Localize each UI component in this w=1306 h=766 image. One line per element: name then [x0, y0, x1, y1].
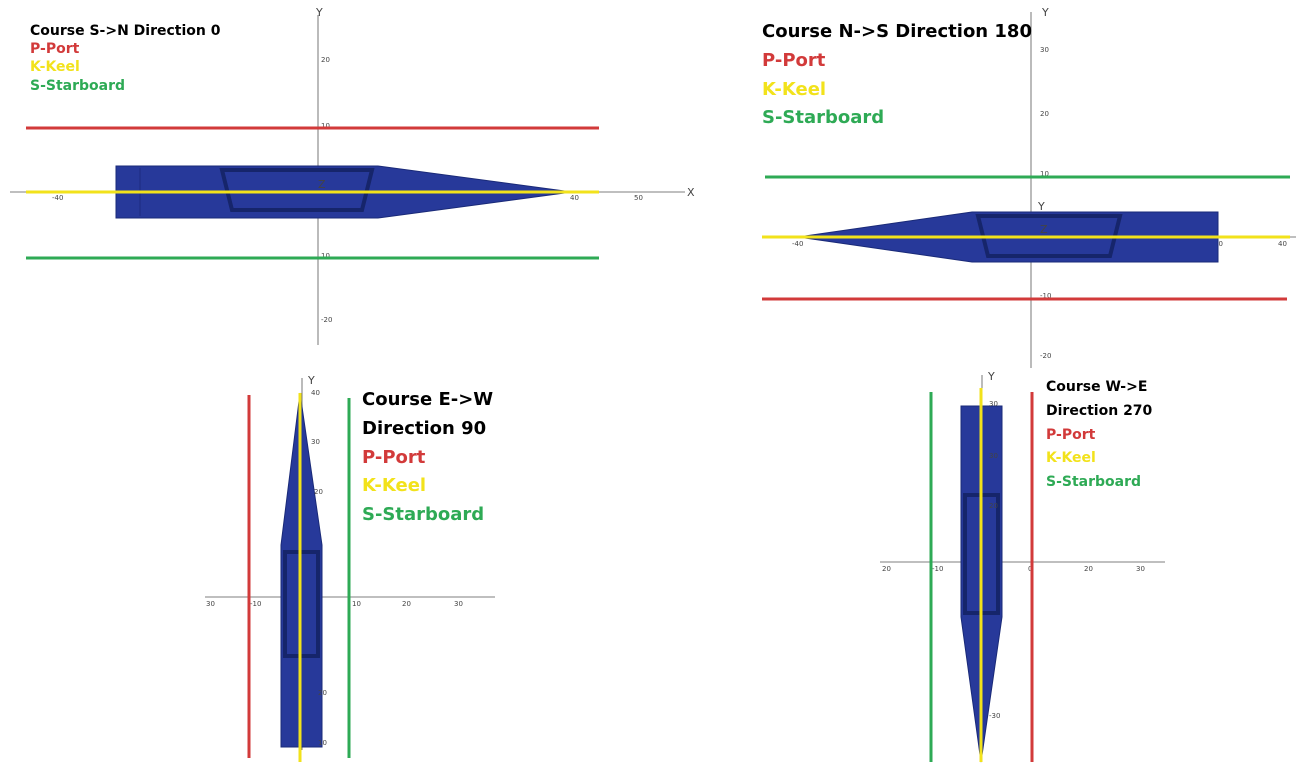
sn-deck — [219, 168, 375, 212]
ew-y-tick: 10 — [318, 739, 327, 747]
ew-keel-label: K-Keel — [362, 475, 427, 497]
we-deck — [963, 493, 1000, 615]
we-x-tick: 30 — [1136, 565, 1145, 573]
we-title-line2: Direction 270 — [1046, 402, 1153, 419]
sn-x-tick: 40 — [570, 194, 579, 202]
ew-y-axis-name: Y — [307, 374, 315, 387]
ns-inner-y-axis-name: Y — [1037, 200, 1045, 213]
ew-deck — [283, 550, 320, 658]
ns-y-tick: 30 — [1040, 46, 1049, 54]
we-x-tick: 20 — [1084, 565, 1093, 573]
we-y-tick: 30 — [989, 452, 998, 460]
ew-y-tick: 30 — [311, 438, 320, 446]
we-x-tick: -10 — [932, 565, 943, 573]
sn-z-axis-name: Z — [318, 178, 326, 191]
we-x-tick: 20 — [882, 565, 891, 573]
we-port-label: P-Port — [1046, 426, 1096, 443]
ns-y-axis-name: Y — [1041, 6, 1049, 19]
panel-ns: Y -40 30 40 30 20 10 -10 -20 Y Z — [762, 6, 1296, 368]
sn-x-axis-name: X — [687, 186, 695, 199]
panel-sn: X Y -40 40 50 20 10 10 -20 Z — [10, 6, 695, 345]
we-y-tick: -30 — [989, 712, 1000, 720]
sn-x-tick: 50 — [634, 194, 643, 202]
ew-title-line1: Course E->W — [362, 389, 494, 410]
ns-y-tick: 10 — [1040, 170, 1049, 178]
sn-keel-label: K-Keel — [30, 59, 80, 76]
we-keel-label: K-Keel — [1046, 450, 1096, 467]
ns-x-tick: 40 — [1278, 240, 1287, 248]
ns-starboard-label: S-Starboard — [762, 107, 885, 129]
ew-x-tick: 30 — [454, 600, 463, 608]
ew-port-label: P-Port — [362, 446, 426, 468]
sn-y-tick: 10 — [321, 122, 330, 130]
ns-x-tick: -40 — [792, 240, 803, 248]
sn-y-tick: 10 — [321, 252, 330, 260]
sn-y-axis-name: Y — [315, 6, 323, 19]
sn-y-tick: 20 — [321, 56, 330, 64]
we-y-axis-name: Y — [987, 370, 995, 383]
we-starboard-label: S-Starboard — [1046, 474, 1142, 491]
we-y-tick: 20 — [989, 502, 998, 510]
ew-title-line2: Direction 90 — [362, 417, 487, 439]
ew-x-tick: 20 — [402, 600, 411, 608]
sn-starboard-label: S-Starboard — [30, 77, 126, 94]
we-title-line1: Course W->E — [1046, 379, 1148, 395]
legend-ns: Course N->S Direction 180 P-Port K-Keel … — [762, 18, 1032, 133]
sn-title: Course S->N Direction 0 — [30, 23, 221, 39]
legend-ew: Course E->W Direction 90 P-Port K-Keel S… — [362, 386, 493, 530]
we-y-tick: 30 — [989, 400, 998, 408]
sn-x-tick: -40 — [52, 194, 63, 202]
ns-y-tick: -20 — [1040, 352, 1051, 360]
panel-ew: Y 30 -10 10 20 30 40 30 20 20 10 — [205, 374, 495, 762]
ew-x-tick: 30 — [206, 600, 215, 608]
ew-starboard-label: S-Starboard — [362, 504, 485, 526]
we-x-tick: 0 — [1028, 565, 1032, 573]
ew-y-tick: 20 — [318, 689, 327, 697]
sn-port-label: P-Port — [30, 41, 80, 58]
ns-keel-label: K-Keel — [762, 78, 827, 100]
ns-port-label: P-Port — [762, 49, 826, 71]
ns-deck — [975, 214, 1123, 258]
ns-z-axis-name: Z — [1040, 223, 1048, 236]
ew-x-tick: -10 — [250, 600, 261, 608]
ns-y-tick: 20 — [1040, 110, 1049, 118]
legend-sn: Course S->N Direction 0 P-Port K-Keel S-… — [30, 22, 221, 95]
sn-y-tick: -20 — [321, 316, 332, 324]
legend-we: Course W->E Direction 270 P-Port K-Keel … — [1046, 376, 1152, 495]
ew-x-tick: 10 — [352, 600, 361, 608]
ns-title: Course N->S Direction 180 — [762, 21, 1032, 42]
ns-y-tick: -10 — [1040, 292, 1051, 300]
ew-y-tick: 40 — [311, 389, 320, 397]
ew-y-tick: 20 — [314, 488, 323, 496]
panel-we: Y 20 -10 0 20 30 30 30 20 -30 — [880, 370, 1165, 763]
